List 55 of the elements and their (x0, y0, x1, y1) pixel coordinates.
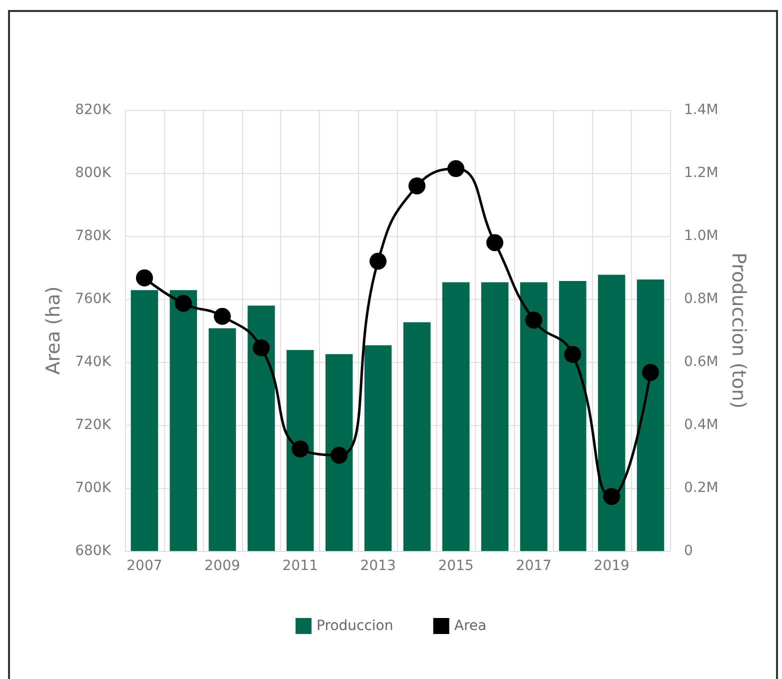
bar (325, 354, 353, 551)
point (408, 177, 426, 194)
bar (208, 328, 236, 551)
y-axis-title: Area (ha) (42, 286, 64, 375)
point (642, 364, 660, 381)
y-tick-label: 680K (75, 543, 112, 559)
x-tick-label: 2013 (360, 558, 396, 574)
point (447, 160, 464, 178)
y2-tick-label: 1.4M (684, 102, 718, 118)
y-tick-label: 700K (75, 480, 112, 496)
y2-tick-label: 0.4M (684, 417, 718, 433)
y-tick-label: 800K (75, 165, 112, 181)
bar (559, 281, 586, 551)
y-tick-label: 780K (75, 228, 112, 244)
point (603, 488, 620, 505)
y2-tick-label: 0.6M (684, 354, 718, 370)
point (564, 346, 582, 363)
x-tick-label: 2007 (126, 558, 162, 574)
point (214, 308, 231, 325)
y2-axis-title: Produccion (ton) (728, 252, 750, 409)
bar (598, 274, 626, 551)
point (252, 339, 270, 356)
y-tick-label: 820K (75, 102, 112, 118)
bar (442, 282, 470, 551)
x-tick-label: 2015 (438, 558, 474, 574)
y2-tick-label: 1.0M (684, 228, 718, 244)
y2-tick-label: 0 (684, 543, 693, 559)
y2-tick-label: 0.8M (684, 291, 718, 307)
legend-label: Produccion (316, 618, 394, 634)
bar (170, 290, 198, 551)
bar (481, 282, 508, 551)
x-tick-label: 2011 (282, 558, 318, 574)
x-tick-label: 2019 (594, 558, 630, 574)
y2-tick-label: 0.2M (684, 480, 718, 496)
y2-tick-label: 1.2M (684, 165, 718, 181)
y-tick-label: 760K (75, 291, 112, 307)
y-tick-label: 740K (75, 354, 112, 370)
bar (520, 282, 548, 551)
point (292, 440, 309, 458)
point (136, 269, 153, 286)
bar (248, 306, 275, 551)
x-tick-label: 2017 (516, 558, 552, 574)
bar (636, 279, 664, 551)
point (370, 252, 387, 270)
point (525, 312, 542, 329)
bar (130, 290, 158, 551)
point (330, 446, 348, 464)
bar (286, 350, 314, 551)
x-tick-label: 2009 (204, 558, 240, 574)
legend-label: Area (454, 618, 486, 634)
point (174, 294, 192, 312)
bar (364, 345, 392, 551)
point (486, 234, 504, 252)
bar (403, 322, 431, 551)
y-tick-label: 720K (75, 417, 112, 433)
